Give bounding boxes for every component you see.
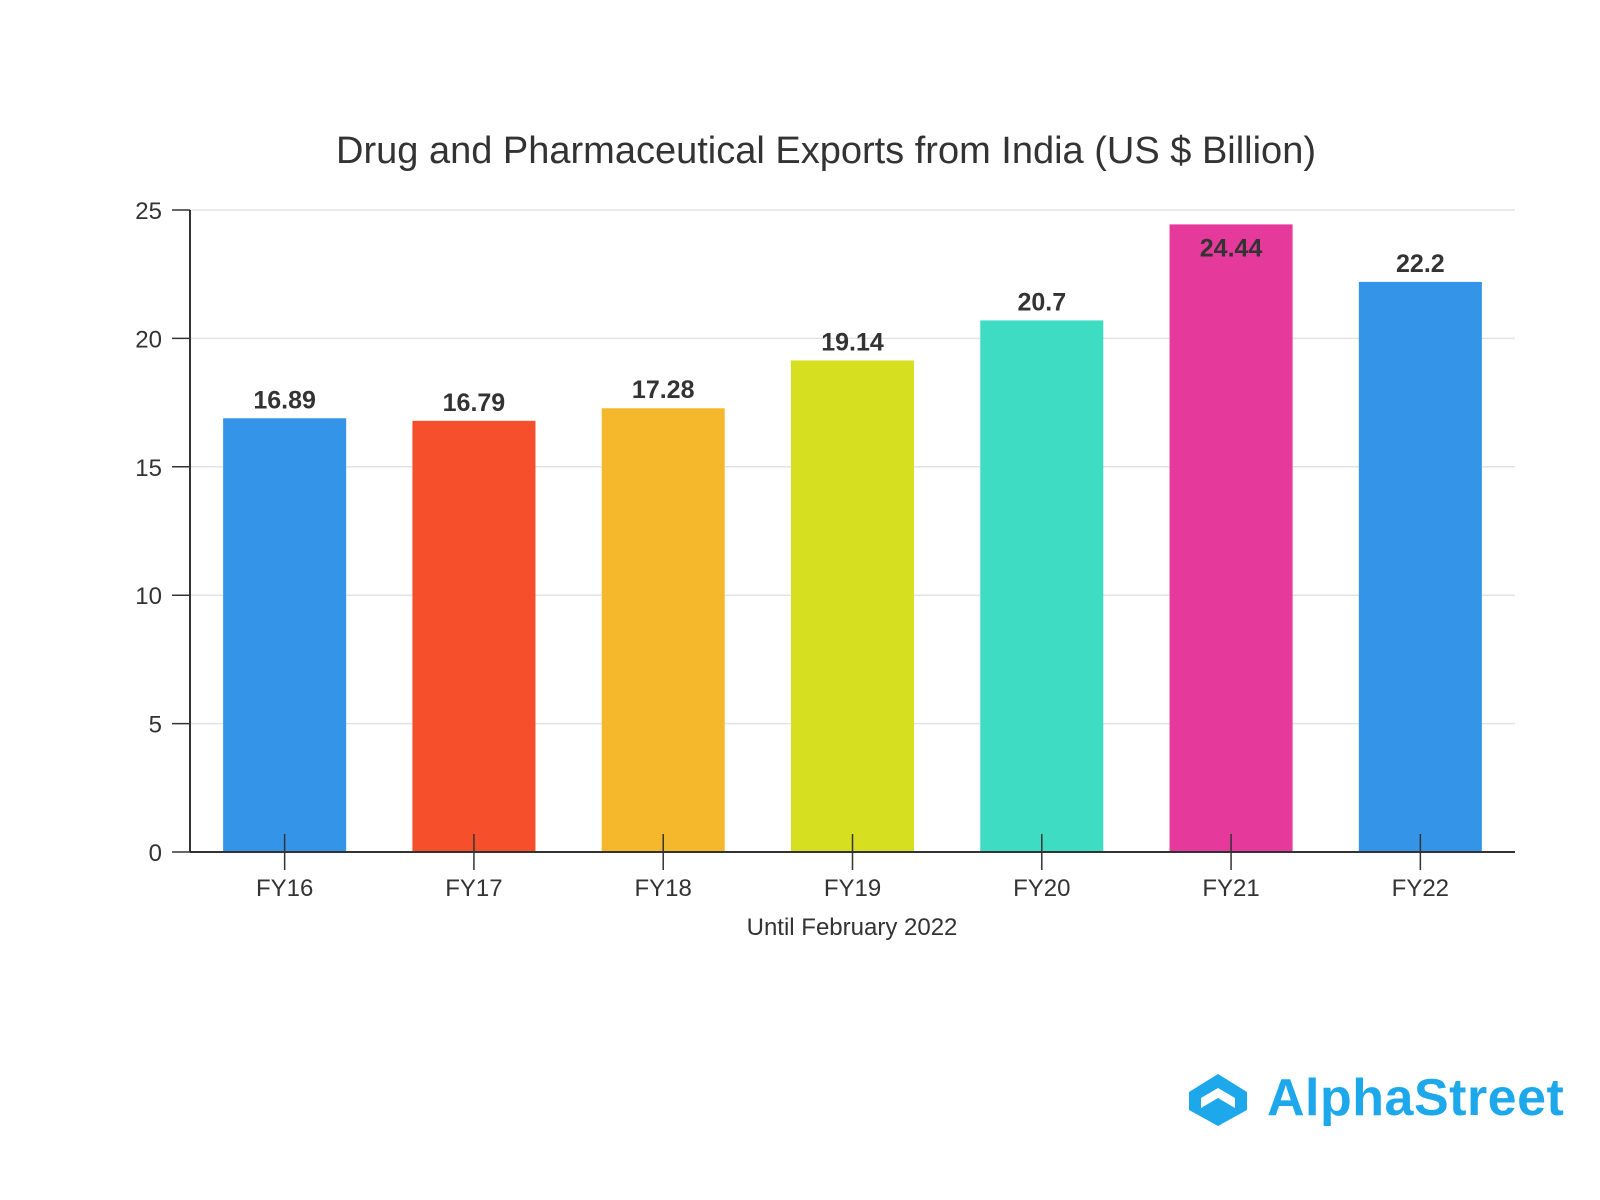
- x-tick-label: FY18: [635, 875, 692, 902]
- data-label-fy21: 24.44: [1200, 234, 1263, 262]
- y-tick-label: 10: [135, 583, 162, 610]
- x-tick-label: FY21: [1202, 875, 1259, 902]
- bar-fy22: [1358, 281, 1482, 852]
- y-tick-label: 20: [135, 326, 162, 353]
- x-axis-note: Until February 2022: [747, 914, 958, 941]
- chart-title: Drug and Pharmaceutical Exports from Ind…: [336, 130, 1316, 172]
- x-tick-label: FY20: [1013, 875, 1070, 902]
- data-label-fy16: 16.89: [253, 386, 316, 414]
- bar-fy19: [790, 360, 915, 852]
- y-tick-label: 0: [149, 840, 162, 867]
- y-tick-label: 25: [135, 198, 162, 225]
- data-label-fy18: 17.28: [632, 376, 695, 404]
- data-label-fy20: 20.7: [1017, 288, 1066, 316]
- bar-fy16: [223, 418, 347, 852]
- data-label-fy22: 22.2: [1396, 250, 1445, 278]
- y-tick-label: 5: [149, 712, 162, 739]
- axes: [172, 209, 1515, 870]
- bar-fy18: [601, 408, 725, 852]
- bar-fy20: [980, 320, 1104, 852]
- x-tick-label: FY16: [256, 875, 313, 902]
- bar-fy17: [412, 420, 536, 852]
- bars: [223, 224, 1482, 852]
- y-tick-label: 15: [135, 455, 162, 482]
- x-tick-label: FY17: [445, 875, 502, 902]
- data-label-fy19: 19.14: [821, 328, 884, 356]
- labels: 0 5 10 15 20 25 16.89 FY16 16.79 FY17 17.28 FY18 19.…: [135, 198, 1449, 902]
- bar-fy21: [1169, 224, 1293, 852]
- x-tick-label: FY19: [824, 875, 881, 902]
- data-label-fy17: 16.79: [443, 389, 506, 417]
- x-tick-label: FY22: [1392, 875, 1449, 902]
- alphastreet-logo-icon: [1189, 1074, 1247, 1126]
- brand-name: AlphaStreet: [1267, 1069, 1565, 1127]
- brand-logo: AlphaStreet: [1185, 1068, 1564, 1128]
